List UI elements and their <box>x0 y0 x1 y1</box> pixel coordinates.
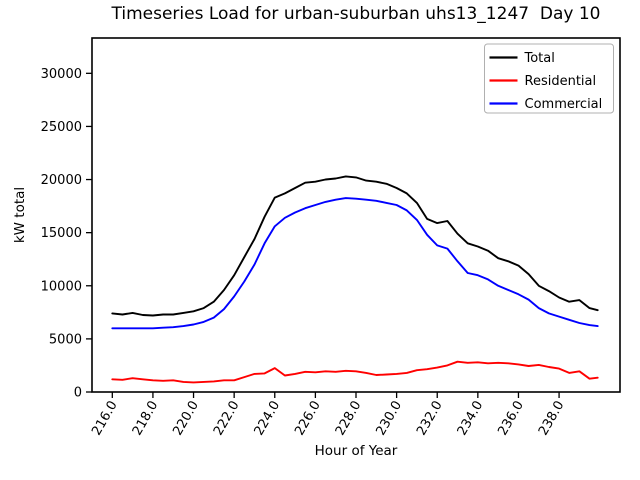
y-tick-label: 0 <box>74 386 82 401</box>
x-tick-label: 238.0 <box>536 399 568 439</box>
x-tick-label: 234.0 <box>455 399 487 439</box>
x-tick-label: 220.0 <box>170 399 202 439</box>
x-tick-label: 226.0 <box>292 399 324 439</box>
y-tick-label: 25000 <box>41 120 82 135</box>
x-axis-label: Hour of Year <box>314 443 398 459</box>
chart-title: Timeseries Load for urban-suburban uhs13… <box>111 4 601 24</box>
legend-label-total: Total <box>524 51 555 66</box>
y-tick-label: 10000 <box>41 279 82 294</box>
x-tick-label: 218.0 <box>130 399 162 439</box>
x-tick-label: 228.0 <box>333 399 365 439</box>
x-tick-label: 236.0 <box>495 399 527 439</box>
legend-label-residential: Residential <box>525 74 597 89</box>
y-tick-label: 15000 <box>41 226 82 241</box>
residential-line <box>111 360 599 384</box>
legend-label-commercial: Commercial <box>525 97 603 112</box>
y-tick-label: 5000 <box>49 332 82 347</box>
x-tick-label: 224.0 <box>252 399 284 439</box>
total-line <box>111 175 599 317</box>
x-tick-label: 232.0 <box>414 399 446 439</box>
commercial-line <box>111 197 599 330</box>
x-tick-label: 230.0 <box>373 399 405 439</box>
y-tick-label: 20000 <box>41 173 82 188</box>
y-tick-label: 30000 <box>41 67 82 82</box>
x-tick-label: 222.0 <box>211 399 243 439</box>
legend-box <box>484 43 614 114</box>
x-tick-label: 216.0 <box>89 399 121 439</box>
